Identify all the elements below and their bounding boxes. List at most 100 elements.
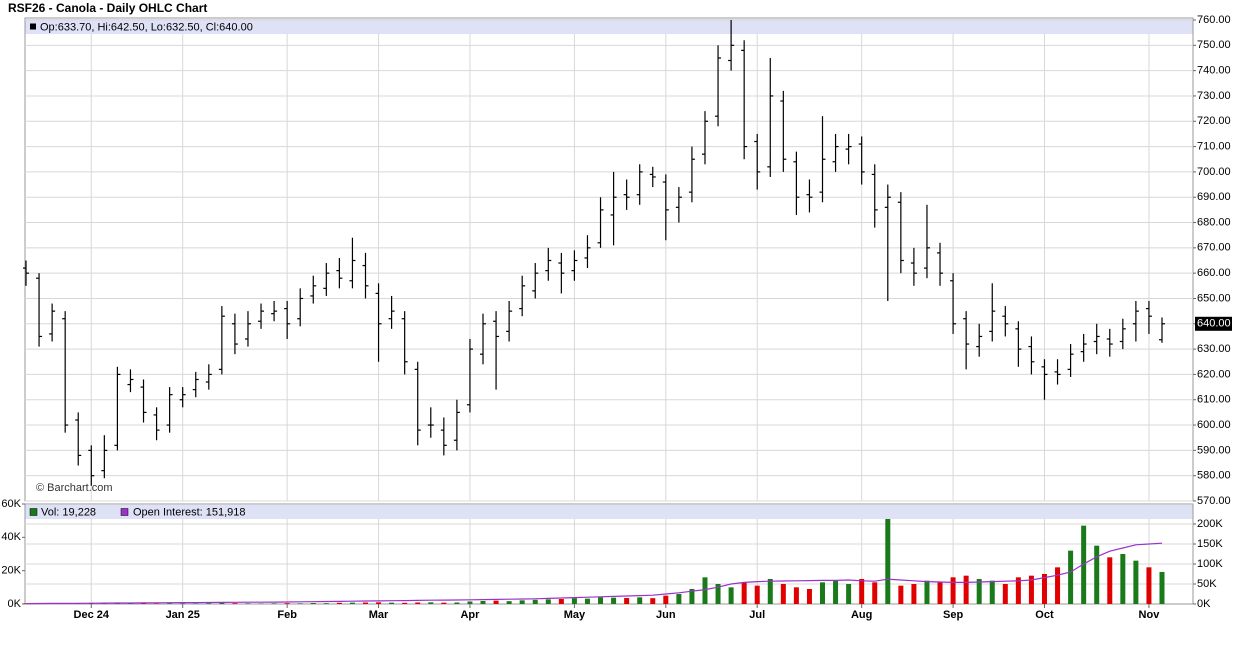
volume-bar xyxy=(598,597,604,604)
volume-bar xyxy=(532,599,538,604)
y-tick-label: 750.00 xyxy=(1197,39,1231,51)
y-tick-label: 710.00 xyxy=(1197,140,1231,152)
volume-bar xyxy=(754,585,760,604)
volume-bar xyxy=(637,597,643,604)
volume-bar xyxy=(663,595,669,604)
volume-bar xyxy=(1015,577,1021,604)
y-tick-label: 760.00 xyxy=(1197,14,1231,26)
legend-label: Open Interest: 151,918 xyxy=(133,506,246,518)
x-tick-label: Jan 25 xyxy=(166,609,200,621)
volume-bar xyxy=(963,575,969,604)
volume-bar xyxy=(480,601,486,604)
volume-bar xyxy=(415,602,421,604)
info-text: Op:633.70, Hi:642.50, Lo:632.50, Cl:640.… xyxy=(40,21,253,33)
x-tick-label: Jun xyxy=(656,609,676,621)
y-tick-label: 680.00 xyxy=(1197,216,1231,228)
volume-bar xyxy=(441,602,447,604)
credit: © Barchart.com xyxy=(36,482,113,494)
volume-bar xyxy=(1094,545,1100,604)
volume-bar xyxy=(702,577,708,604)
volume-bar xyxy=(872,582,878,604)
volume-bar xyxy=(428,602,434,604)
volume-bar xyxy=(715,584,721,604)
volume-bar xyxy=(780,584,786,604)
volume-bar xyxy=(206,603,212,604)
volume-bar xyxy=(793,587,799,604)
volume-bar xyxy=(219,603,225,604)
volume-bar xyxy=(976,579,982,604)
volume-bar xyxy=(558,599,564,604)
x-tick-label: Oct xyxy=(1035,609,1054,621)
volume-bar xyxy=(297,603,303,604)
volume-bar xyxy=(885,519,891,604)
volume-bar xyxy=(937,582,943,604)
chart-title: RSF26 - Canola - Daily OHLC Chart xyxy=(8,1,207,15)
y-tick-label: 620.00 xyxy=(1197,368,1231,380)
y-tick-label: 570.00 xyxy=(1197,495,1231,507)
volume-bar xyxy=(689,589,695,604)
volume-bar xyxy=(232,603,238,604)
volume-bar xyxy=(154,603,160,604)
volume-bar xyxy=(1107,557,1113,604)
volume-bar xyxy=(127,603,133,604)
volume-bar xyxy=(362,602,368,604)
y-tick-label: 590.00 xyxy=(1197,444,1231,456)
volume-bar xyxy=(1146,567,1152,604)
volume-bar xyxy=(193,603,199,604)
volume-bar xyxy=(898,585,904,604)
y-tick-label: 720.00 xyxy=(1197,115,1231,127)
volume-bar xyxy=(924,580,930,604)
info-icon xyxy=(30,23,36,30)
volume-bar xyxy=(806,589,812,604)
volume-bar xyxy=(859,579,865,604)
last-price-label: 640.00 xyxy=(1197,318,1231,330)
vol-tick-label: 0K xyxy=(8,598,22,610)
y2-tick-label: 0K xyxy=(1197,598,1211,610)
volume-bar xyxy=(650,598,656,604)
x-tick-label: Apr xyxy=(460,609,480,621)
volume-bar xyxy=(493,600,499,604)
volume-bar xyxy=(310,603,316,604)
volume-bar xyxy=(820,582,826,604)
volume-bar xyxy=(284,603,290,604)
volume-bar xyxy=(271,603,277,604)
volume-bar xyxy=(1068,550,1074,604)
y-tick-label: 730.00 xyxy=(1197,90,1231,102)
y-tick-label: 630.00 xyxy=(1197,343,1231,355)
info-band xyxy=(25,19,1193,34)
volume-bar xyxy=(989,580,995,604)
x-tick-label: Sep xyxy=(943,609,963,621)
volume-bar xyxy=(611,597,617,604)
price-frame xyxy=(24,17,1194,502)
y-tick-label: 610.00 xyxy=(1197,394,1231,406)
vol-tick-label: 40K xyxy=(1,531,21,543)
volume-bar xyxy=(833,580,839,604)
volume-bar xyxy=(23,603,29,604)
volume-bar xyxy=(545,599,551,604)
legend-label: Vol: 19,228 xyxy=(41,506,96,518)
legend-swatch xyxy=(120,508,129,516)
volume-bar xyxy=(454,602,460,604)
y-tick-label: 670.00 xyxy=(1197,242,1231,254)
volume-bar xyxy=(389,602,395,604)
y-tick-label: 600.00 xyxy=(1197,419,1231,431)
x-tick-label: Nov xyxy=(1139,609,1161,621)
x-tick-label: Feb xyxy=(277,609,297,621)
vol-tick-label: 20K xyxy=(1,565,21,577)
y-tick-label: 700.00 xyxy=(1197,166,1231,178)
volume-bar xyxy=(741,582,747,604)
volume-bar xyxy=(728,587,734,604)
volume-bar xyxy=(323,603,329,604)
volume-bar xyxy=(519,600,525,604)
volume-bar xyxy=(624,598,630,604)
legend-swatch xyxy=(29,508,38,516)
volume-bar xyxy=(1002,584,1008,604)
volume-bar xyxy=(767,579,773,604)
volume-bar xyxy=(180,603,186,604)
last-price-box xyxy=(1195,316,1232,331)
volume-bar xyxy=(245,603,251,604)
volume-bar xyxy=(402,602,408,604)
volume-bar xyxy=(1041,574,1047,604)
volume-bar xyxy=(258,603,264,604)
